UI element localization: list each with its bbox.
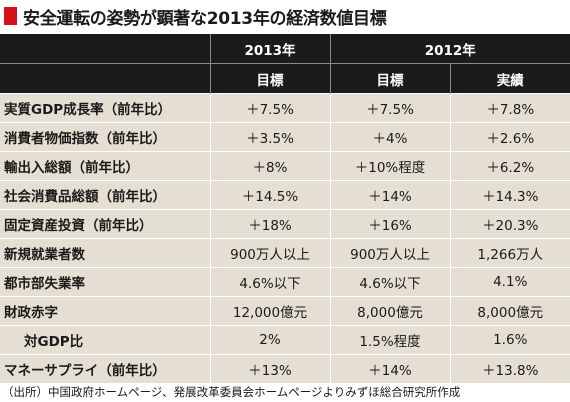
cell-actual-2012: ＋13.8% bbox=[449, 354, 570, 383]
cell-actual-2012: 1.6% bbox=[449, 325, 570, 355]
table-row: 対GDP比 2% 1.5%程度 1.6% bbox=[0, 325, 570, 355]
row-label: 実質GDP成長率（前年比） bbox=[0, 93, 210, 123]
title-marker bbox=[4, 7, 17, 25]
page-title: 安全運転の姿勢が顕著な2013年の経済数値目標 bbox=[23, 8, 387, 29]
table-row: 実質GDP成長率（前年比） ＋7.5% ＋7.5% ＋7.8% bbox=[0, 93, 570, 123]
cell-target-2012: 4.6%以下 bbox=[329, 267, 450, 297]
cell-target-2013: 900万人以上 bbox=[209, 238, 330, 268]
row-label: 財政赤字 bbox=[0, 296, 210, 326]
cell-actual-2012: ＋7.8% bbox=[449, 93, 570, 123]
title-row: 安全運転の姿勢が顕著な2013年の経済数値目標 bbox=[4, 4, 566, 29]
cell-target-2012: ＋10%程度 bbox=[329, 151, 450, 181]
table-row: 都市部失業率 4.6%以下 4.6%以下 4.1% bbox=[0, 267, 570, 297]
cell-target-2013: ＋14.5% bbox=[209, 180, 330, 210]
cell-target-2013: ＋3.5% bbox=[209, 122, 330, 152]
cell-actual-2012: 4.1% bbox=[449, 267, 570, 297]
cell-target-2013: ＋8% bbox=[209, 151, 330, 181]
cell-target-2012: ＋4% bbox=[329, 122, 450, 152]
header-year-2013: 2013年 bbox=[209, 34, 330, 64]
table-row: 財政赤字 12,000億元 8,000億元 8,000億元 bbox=[0, 296, 570, 326]
cell-actual-2012: 1,266万人 bbox=[449, 238, 570, 268]
row-label: 消費者物価指数（前年比） bbox=[0, 122, 210, 152]
table-row: 輸出入総額（前年比） ＋8% ＋10%程度 ＋6.2% bbox=[0, 151, 570, 181]
row-label: 社会消費品総額（前年比） bbox=[0, 180, 210, 210]
header-actual-2012: 実績 bbox=[449, 63, 570, 94]
cell-target-2012: ＋7.5% bbox=[329, 93, 450, 123]
row-label: 都市部失業率 bbox=[0, 267, 210, 297]
economic-targets-table: 2013年 2012年 目標 目標 実績 実質GDP成長率（前年比） ＋7.5%… bbox=[0, 34, 570, 383]
cell-actual-2012: 8,000億元 bbox=[449, 296, 570, 326]
header-year-2012: 2012年 bbox=[329, 34, 570, 64]
cell-target-2013: ＋7.5% bbox=[209, 93, 330, 123]
header-row-kinds: 目標 目標 実績 bbox=[0, 63, 570, 94]
row-label: 輸出入総額（前年比） bbox=[0, 151, 210, 181]
cell-target-2013: ＋18% bbox=[209, 209, 330, 239]
cell-target-2013: ＋13% bbox=[209, 354, 330, 383]
header-target-2012: 目標 bbox=[329, 63, 450, 94]
row-label: マネーサプライ（前年比） bbox=[0, 354, 210, 383]
row-label: 固定資産投資（前年比） bbox=[0, 209, 210, 239]
source-note: （出所）中国政府ホームページ、発展改革委員会ホームページよりみずほ総合研究所作成 bbox=[2, 385, 461, 399]
header-blank bbox=[0, 34, 210, 64]
cell-target-2012: ＋16% bbox=[329, 209, 450, 239]
cell-actual-2012: ＋2.6% bbox=[449, 122, 570, 152]
table-row: 固定資産投資（前年比） ＋18% ＋16% ＋20.3% bbox=[0, 209, 570, 239]
row-label: 新規就業者数 bbox=[0, 238, 210, 268]
table-row: 社会消費品総額（前年比） ＋14.5% ＋14% ＋14.3% bbox=[0, 180, 570, 210]
cell-target-2012: 8,000億元 bbox=[329, 296, 450, 326]
cell-target-2012: 900万人以上 bbox=[329, 238, 450, 268]
header-blank-2 bbox=[0, 63, 210, 94]
row-label: 対GDP比 bbox=[0, 325, 210, 355]
header-target-2013: 目標 bbox=[209, 63, 330, 94]
cell-target-2012: 1.5%程度 bbox=[329, 325, 450, 355]
cell-actual-2012: ＋6.2% bbox=[449, 151, 570, 181]
cell-target-2012: ＋14% bbox=[329, 180, 450, 210]
table-row: 新規就業者数 900万人以上 900万人以上 1,266万人 bbox=[0, 238, 570, 268]
cell-actual-2012: ＋14.3% bbox=[449, 180, 570, 210]
header-row-years: 2013年 2012年 bbox=[0, 34, 570, 64]
cell-target-2013: 2% bbox=[209, 325, 330, 355]
table-row: マネーサプライ（前年比） ＋13% ＋14% ＋13.8% bbox=[0, 354, 570, 383]
cell-target-2013: 12,000億元 bbox=[209, 296, 330, 326]
cell-actual-2012: ＋20.3% bbox=[449, 209, 570, 239]
cell-target-2012: ＋14% bbox=[329, 354, 450, 383]
table-row: 消費者物価指数（前年比） ＋3.5% ＋4% ＋2.6% bbox=[0, 122, 570, 152]
cell-target-2013: 4.6%以下 bbox=[209, 267, 330, 297]
